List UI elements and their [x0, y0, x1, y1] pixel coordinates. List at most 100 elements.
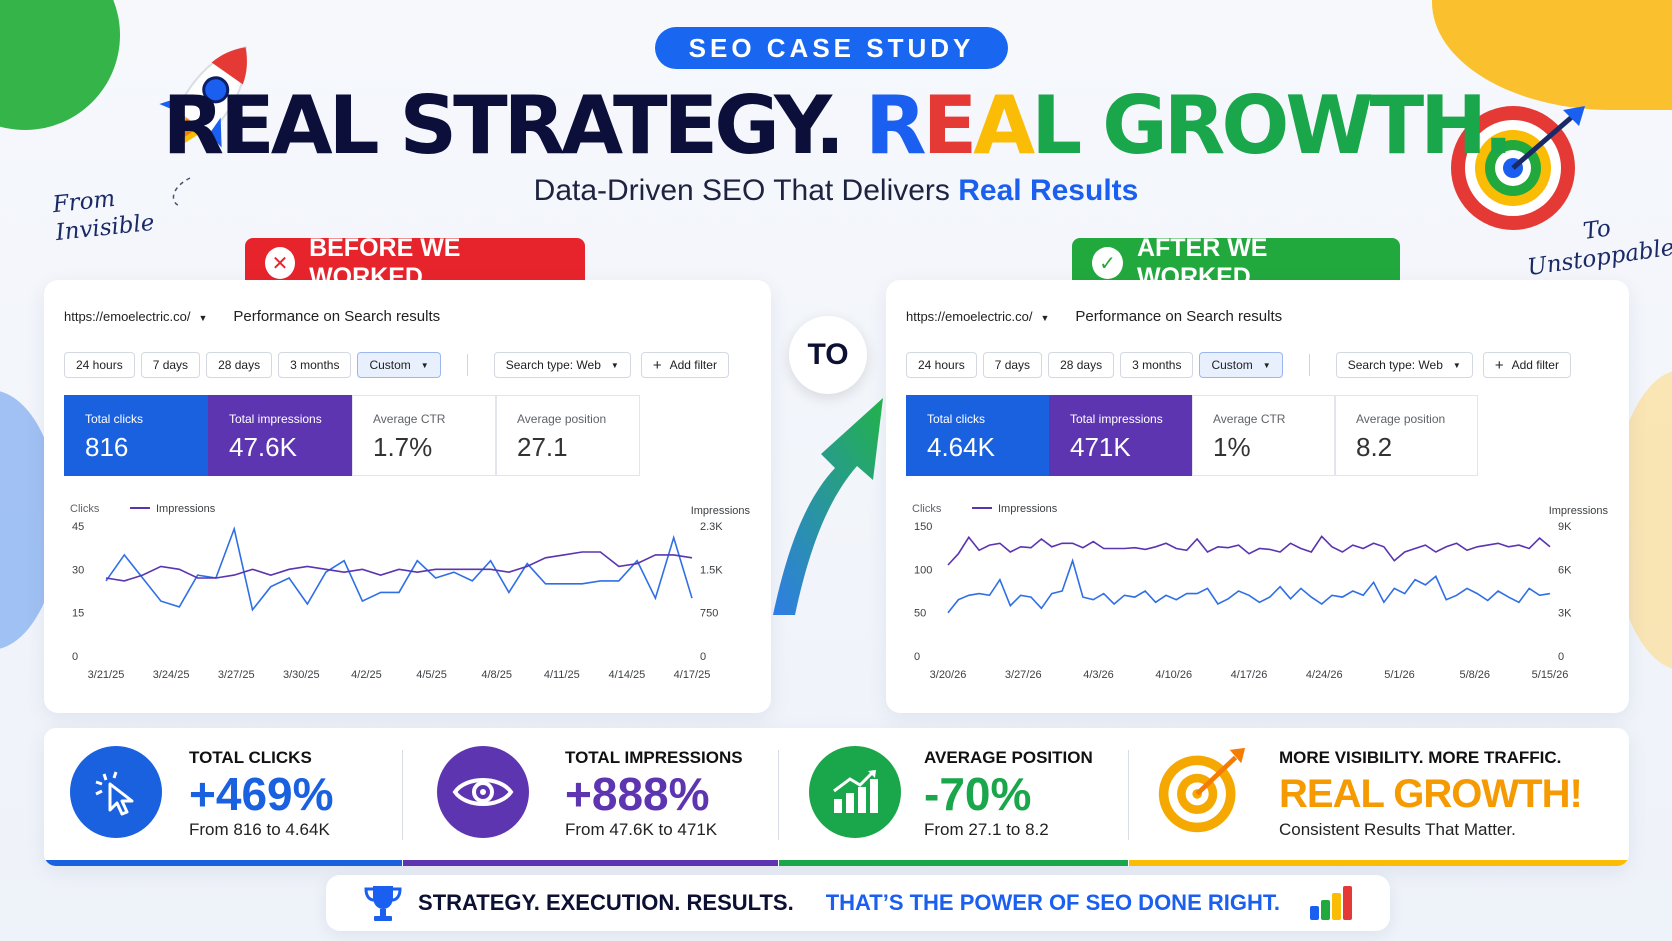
- plus-icon: +: [652, 356, 662, 374]
- stat-total-clicks: TOTAL CLICKS +469% From 816 to 4.64K: [44, 728, 402, 866]
- metric-average-ctr[interactable]: Average CTR 1.7%: [352, 395, 496, 476]
- search-type-label: Search type: Web: [1347, 358, 1443, 372]
- footer-banner: STRATEGY. EXECUTION. RESULTS. THAT’S THE…: [326, 875, 1390, 931]
- stat-detail: From 816 to 4.64K: [189, 820, 330, 839]
- stat-detail: From 47.6K to 471K: [565, 820, 718, 839]
- metric-total-clicks[interactable]: Total clicks 816: [64, 395, 208, 476]
- metric-value: 4.64K: [927, 432, 995, 462]
- subtitle: Data-Driven SEO That Delivers Real Resul…: [0, 174, 1672, 208]
- x-tick: 4/17/25: [674, 669, 711, 681]
- filter-24-hours[interactable]: 24 hours: [906, 352, 977, 378]
- stats-bar: TOTAL CLICKS +469% From 816 to 4.64K TOT…: [44, 728, 1629, 866]
- x-tick: 4/2/25: [351, 669, 382, 681]
- x-tick: 3/27/26: [1005, 669, 1042, 681]
- rocket-icon: [159, 45, 248, 207]
- metric-label: Total impressions: [229, 412, 322, 426]
- property-selector[interactable]: https://emoelectric.co/ ▼: [64, 309, 207, 324]
- subtitle-part-1: Data-Driven SEO That Delivers: [533, 174, 950, 207]
- y-tick-left: 50: [914, 608, 926, 620]
- left-axis-title: Clicks: [912, 503, 942, 515]
- metric-label: Total clicks: [85, 412, 144, 426]
- metric-total-clicks[interactable]: Total clicks 4.64K: [906, 395, 1049, 476]
- cursor-click-icon: [70, 746, 162, 838]
- close-icon: ✕: [265, 247, 296, 279]
- eye-icon: [437, 746, 529, 838]
- clicks-series-line: [947, 558, 1551, 614]
- filter-7-days[interactable]: 7 days: [140, 352, 201, 378]
- target-icon: [1155, 746, 1247, 838]
- stat-total-impressions: TOTAL IMPRESSIONS +888% From 47.6K to 47…: [403, 728, 778, 866]
- property-selector[interactable]: https://emoelectric.co/ ▼: [906, 309, 1049, 324]
- chevron-down-icon: ▼: [1262, 360, 1271, 370]
- metric-average-ctr[interactable]: Average CTR 1%: [1192, 395, 1335, 476]
- add-filter-label: Add filter: [669, 358, 717, 372]
- y-tick-right: 1.5K: [700, 564, 723, 576]
- filter-24-hours[interactable]: 24 hours: [64, 352, 135, 378]
- y-tick-right: 3K: [1558, 608, 1572, 620]
- x-tick: 5/15/26: [1532, 669, 1569, 681]
- add-filter-label: Add filter: [1511, 358, 1559, 372]
- chevron-down-icon: ▼: [420, 360, 429, 370]
- filter-custom[interactable]: Custom ▼: [357, 352, 441, 378]
- stat-value: -70%: [924, 768, 1032, 820]
- x-tick: 3/21/25: [88, 669, 125, 681]
- stat-accent-bar: [1129, 860, 1629, 866]
- metric-label: Average CTR: [1213, 412, 1286, 426]
- filter-3-months[interactable]: 3 months: [278, 352, 352, 378]
- metric-total-impressions[interactable]: Total impressions 47.6K: [208, 395, 352, 476]
- impressions-series-line: [105, 551, 693, 582]
- x-tick: 4/8/25: [481, 669, 512, 681]
- footer-tagline-dark: STRATEGY. EXECUTION. RESULTS.: [418, 890, 794, 915]
- search-type-dropdown[interactable]: Search type: Web ▼: [1335, 352, 1473, 378]
- metric-label: Average CTR: [373, 412, 446, 426]
- stat-detail: Consistent Results That Matter.: [1279, 820, 1516, 839]
- x-tick: 4/11/25: [544, 669, 580, 681]
- case-study-pill: SEO CASE STUDY: [655, 27, 1008, 69]
- metric-value: 1%: [1213, 432, 1251, 462]
- x-tick: 4/17/26: [1231, 669, 1268, 681]
- metric-value: 816: [85, 432, 129, 462]
- stat-label: AVERAGE POSITION: [924, 748, 1093, 767]
- stat-accent-bar: [403, 860, 778, 866]
- stat-accent-bar: [779, 860, 1128, 866]
- chevron-down-icon: ▼: [198, 313, 208, 323]
- impressions-series-line: [947, 535, 1551, 566]
- after-panel: https://emoelectric.co/ ▼ Performance on …: [886, 280, 1629, 713]
- stat-value: REAL GROWTH!: [1279, 772, 1583, 816]
- left-axis-title: Clicks: [70, 503, 100, 515]
- right-axis-title: Impressions: [1549, 505, 1609, 517]
- stat-label: TOTAL CLICKS: [189, 748, 312, 767]
- stat-accent-bar: [44, 860, 402, 866]
- metric-value: 27.1: [517, 432, 568, 462]
- legend-label: Impressions: [998, 503, 1058, 515]
- filter-custom[interactable]: Custom ▼: [1199, 352, 1283, 378]
- filter-28-days[interactable]: 28 days: [1048, 352, 1115, 378]
- metric-average-position[interactable]: Average position 8.2: [1335, 395, 1478, 476]
- headline-letter-r: R: [865, 79, 927, 172]
- y-tick-right: 2.3K: [700, 521, 723, 533]
- metric-value: 8.2: [1356, 432, 1393, 462]
- y-tick-right: 9K: [1558, 521, 1572, 533]
- metric-label: Average position: [1356, 412, 1446, 426]
- metric-average-position[interactable]: Average position 27.1: [496, 395, 640, 476]
- y-tick-left: 150: [914, 521, 932, 533]
- before-badge: ✕ BEFORE WE WORKED: [245, 234, 585, 291]
- filter-7-days[interactable]: 7 days: [982, 352, 1043, 378]
- filter-28-days[interactable]: 28 days: [206, 352, 273, 378]
- page-title: REAL STRATEGY. REAL GROWTH.: [0, 78, 1672, 174]
- stat-value: +469%: [189, 768, 334, 820]
- add-filter-button[interactable]: + Add filter: [640, 352, 729, 378]
- metric-label: Total impressions: [1070, 412, 1163, 426]
- x-tick: 4/10/26: [1155, 669, 1192, 681]
- divider: [402, 750, 403, 840]
- stat-value: +888%: [565, 768, 710, 820]
- chevron-down-icon: ▼: [1452, 360, 1461, 370]
- add-filter-button[interactable]: + Add filter: [1482, 352, 1571, 378]
- x-tick: 4/24/26: [1306, 669, 1343, 681]
- filter-custom-label: Custom: [369, 358, 411, 372]
- metric-total-impressions[interactable]: Total impressions 471K: [1049, 395, 1192, 476]
- property-url: https://emoelectric.co/: [64, 309, 191, 324]
- search-type-dropdown[interactable]: Search type: Web ▼: [493, 352, 631, 378]
- x-tick: 5/8/26: [1459, 669, 1490, 681]
- filter-3-months[interactable]: 3 months: [1120, 352, 1194, 378]
